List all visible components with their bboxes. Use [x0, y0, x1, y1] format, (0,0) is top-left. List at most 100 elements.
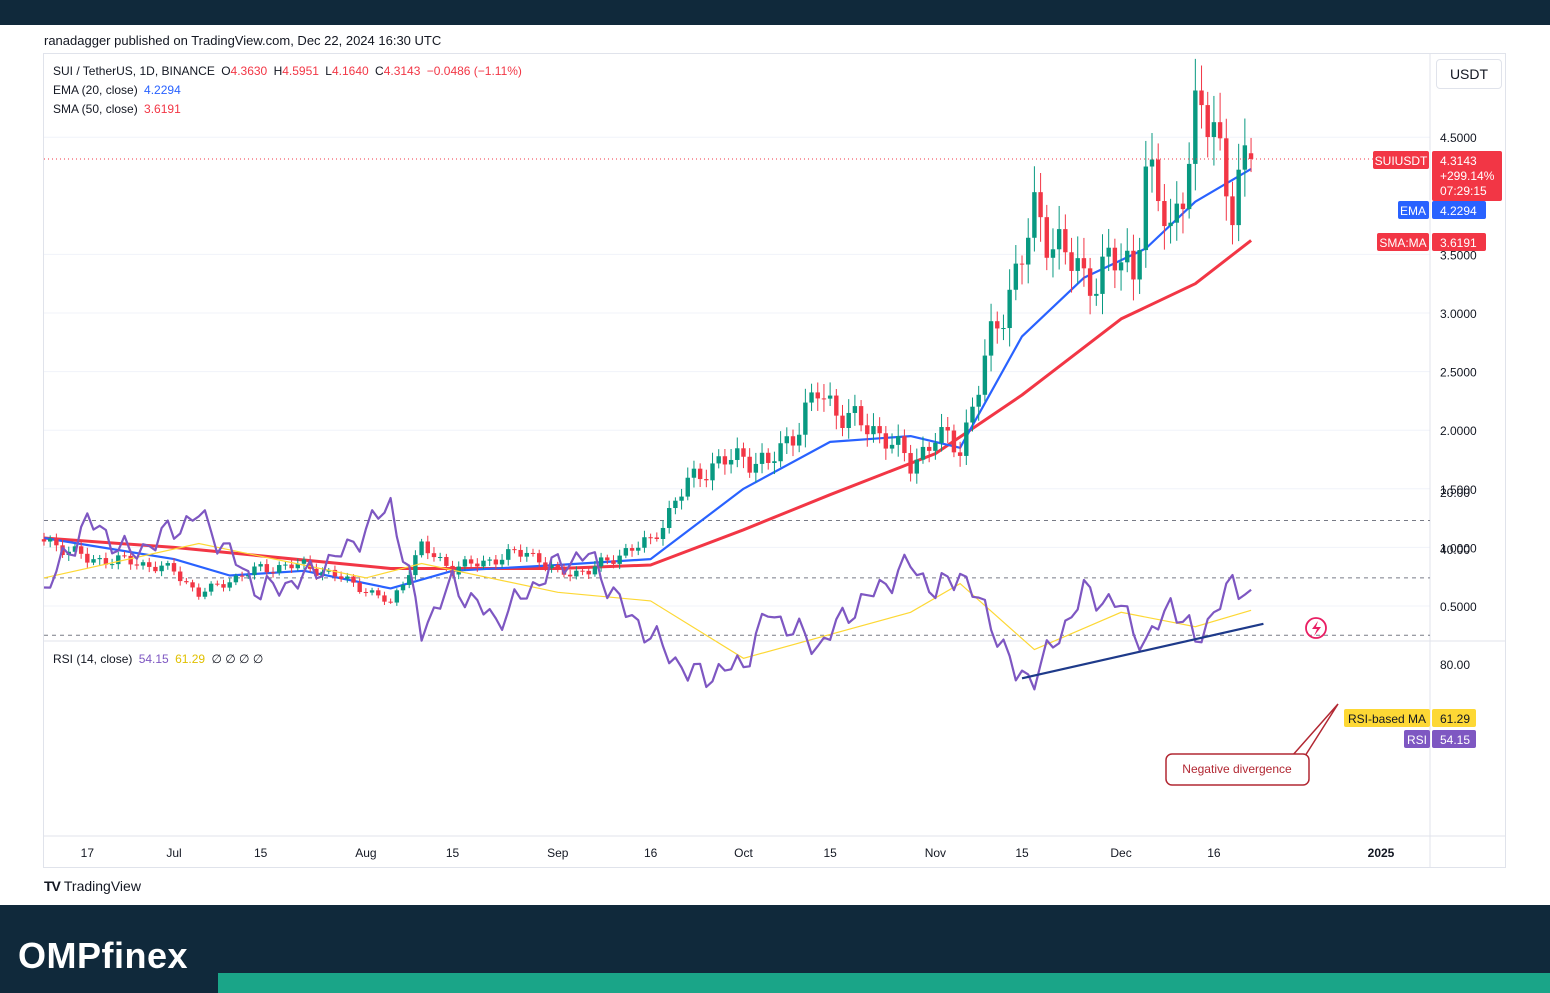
- candle-body: [1193, 90, 1198, 164]
- candle-body: [704, 479, 709, 481]
- time-tick-label: 15: [254, 846, 268, 860]
- candle-body: [1087, 268, 1093, 296]
- ema20-path: [43, 167, 1252, 590]
- candle-body: [499, 559, 505, 565]
- candle-body: [1162, 201, 1167, 227]
- candle-body: [722, 456, 728, 465]
- rsi-tick-label: 80.00: [1440, 658, 1470, 672]
- rsi-ma-value-bg: [1432, 709, 1476, 727]
- candle-body: [865, 425, 870, 435]
- candle-body: [530, 552, 536, 554]
- tradingview-logo[interactable]: TV TradingView: [44, 878, 141, 894]
- candle-body: [1174, 203, 1179, 223]
- time-tick-label: Nov: [925, 846, 946, 860]
- candle-body: [660, 527, 666, 540]
- candle-body: [1131, 250, 1136, 280]
- candle-body: [307, 559, 313, 569]
- ema-tag-text: EMA: [1400, 204, 1426, 218]
- rsi-legend-extras: ∅ ∅ ∅ ∅: [211, 652, 264, 666]
- site-brand-logo: OMPfinex: [18, 935, 189, 976]
- candle-body: [995, 321, 1000, 329]
- candle-body: [617, 555, 622, 564]
- low-value: 4.1640: [331, 64, 369, 78]
- candle-body: [363, 592, 369, 594]
- candle-body: [85, 553, 90, 563]
- last-price-tag-bg: [1432, 151, 1502, 201]
- candle-body: [728, 459, 734, 465]
- candle-body: [196, 587, 201, 597]
- time-tick-label: 16: [644, 846, 658, 860]
- price-axis: 0.5000 1.0000 1.5000 2.0000 2.5000 3.0000 3.50…: [1440, 131, 1477, 614]
- candle-body: [109, 564, 115, 566]
- candle-body: [1013, 263, 1019, 290]
- candle-body: [456, 566, 461, 575]
- candle-body: [1075, 258, 1080, 271]
- candle-body: [116, 555, 121, 565]
- candle-body: [716, 456, 721, 464]
- candle-body: [790, 436, 796, 446]
- annotation-text: Negative divergence: [1182, 762, 1292, 776]
- price-tick-label: 1.5000: [1440, 483, 1477, 497]
- sma-legend-label: SMA (50, close): [53, 102, 138, 116]
- candle-body: [555, 564, 560, 568]
- candle-body: [598, 557, 604, 567]
- candle-body: [735, 448, 740, 460]
- candle-body: [215, 583, 220, 585]
- candle-body: [710, 463, 715, 481]
- candle-body: [1019, 263, 1025, 265]
- time-tick-label: 16: [1207, 846, 1221, 860]
- countdown-text: 07:29:15: [1440, 184, 1487, 198]
- candle-body: [1081, 258, 1087, 269]
- rsi-legend-value: 54.15: [138, 652, 169, 666]
- candle-body: [673, 500, 678, 509]
- candle-body: [357, 582, 362, 593]
- candle-body: [301, 559, 307, 564]
- candle-body: [468, 559, 474, 564]
- tradingview-logo-text: TradingView: [63, 878, 141, 894]
- candle-body: [134, 564, 140, 566]
- rsi-value-bg: [1432, 730, 1476, 748]
- candle-body: [623, 548, 629, 556]
- candle-body: [778, 443, 783, 462]
- lightning-icon-bolt: [1312, 621, 1321, 636]
- price-tick-label: 0.5000: [1440, 600, 1477, 614]
- candle-body: [685, 477, 690, 497]
- candle-body: [208, 583, 214, 592]
- candle-body: [1007, 289, 1012, 329]
- candle-body: [221, 584, 226, 588]
- candle-body: [140, 562, 146, 566]
- sma-tag-bg: [1377, 233, 1429, 251]
- rsi-legend: RSI (14, close) 54.15 61.29 ∅ ∅ ∅ ∅: [53, 652, 266, 666]
- candle-body: [147, 562, 152, 567]
- candle-body: [1137, 250, 1142, 280]
- candle-body: [493, 559, 499, 565]
- candle-body: [72, 546, 78, 552]
- candle-body: [964, 422, 969, 456]
- change-pct-text: +299.14%: [1440, 169, 1495, 183]
- currency-button[interactable]: USDT: [1436, 59, 1502, 89]
- annotation-box: [1165, 753, 1310, 786]
- candle-body: [871, 426, 876, 435]
- candle-body: [1217, 122, 1223, 139]
- candle-body: [338, 576, 344, 579]
- sma-price-text: 3.6191: [1440, 236, 1477, 250]
- candle-body: [1205, 105, 1210, 138]
- ema20-line: [43, 167, 1252, 590]
- sma-tag-text: SMA:MA: [1379, 236, 1426, 250]
- candle-body: [270, 572, 276, 574]
- candle-body: [202, 591, 208, 597]
- candle-body: [314, 568, 319, 576]
- symbol-tag-text: SUIUSDT: [1375, 154, 1428, 168]
- candle-body: [1038, 192, 1043, 218]
- price-tick-label: 2.0000: [1440, 424, 1477, 438]
- candle-body: [227, 582, 232, 588]
- overlays: SUIUSDT 4.3143+299.14%07:29:15 EMA 4.2294 SM…: [44, 151, 1502, 786]
- candle-body: [177, 571, 183, 582]
- candle-body: [1230, 196, 1235, 226]
- candle-body: [1186, 163, 1192, 210]
- candle-body: [951, 430, 957, 453]
- high-key: H: [273, 64, 283, 78]
- candle-body: [926, 446, 932, 451]
- rsi-value-text: 54.15: [1440, 733, 1470, 747]
